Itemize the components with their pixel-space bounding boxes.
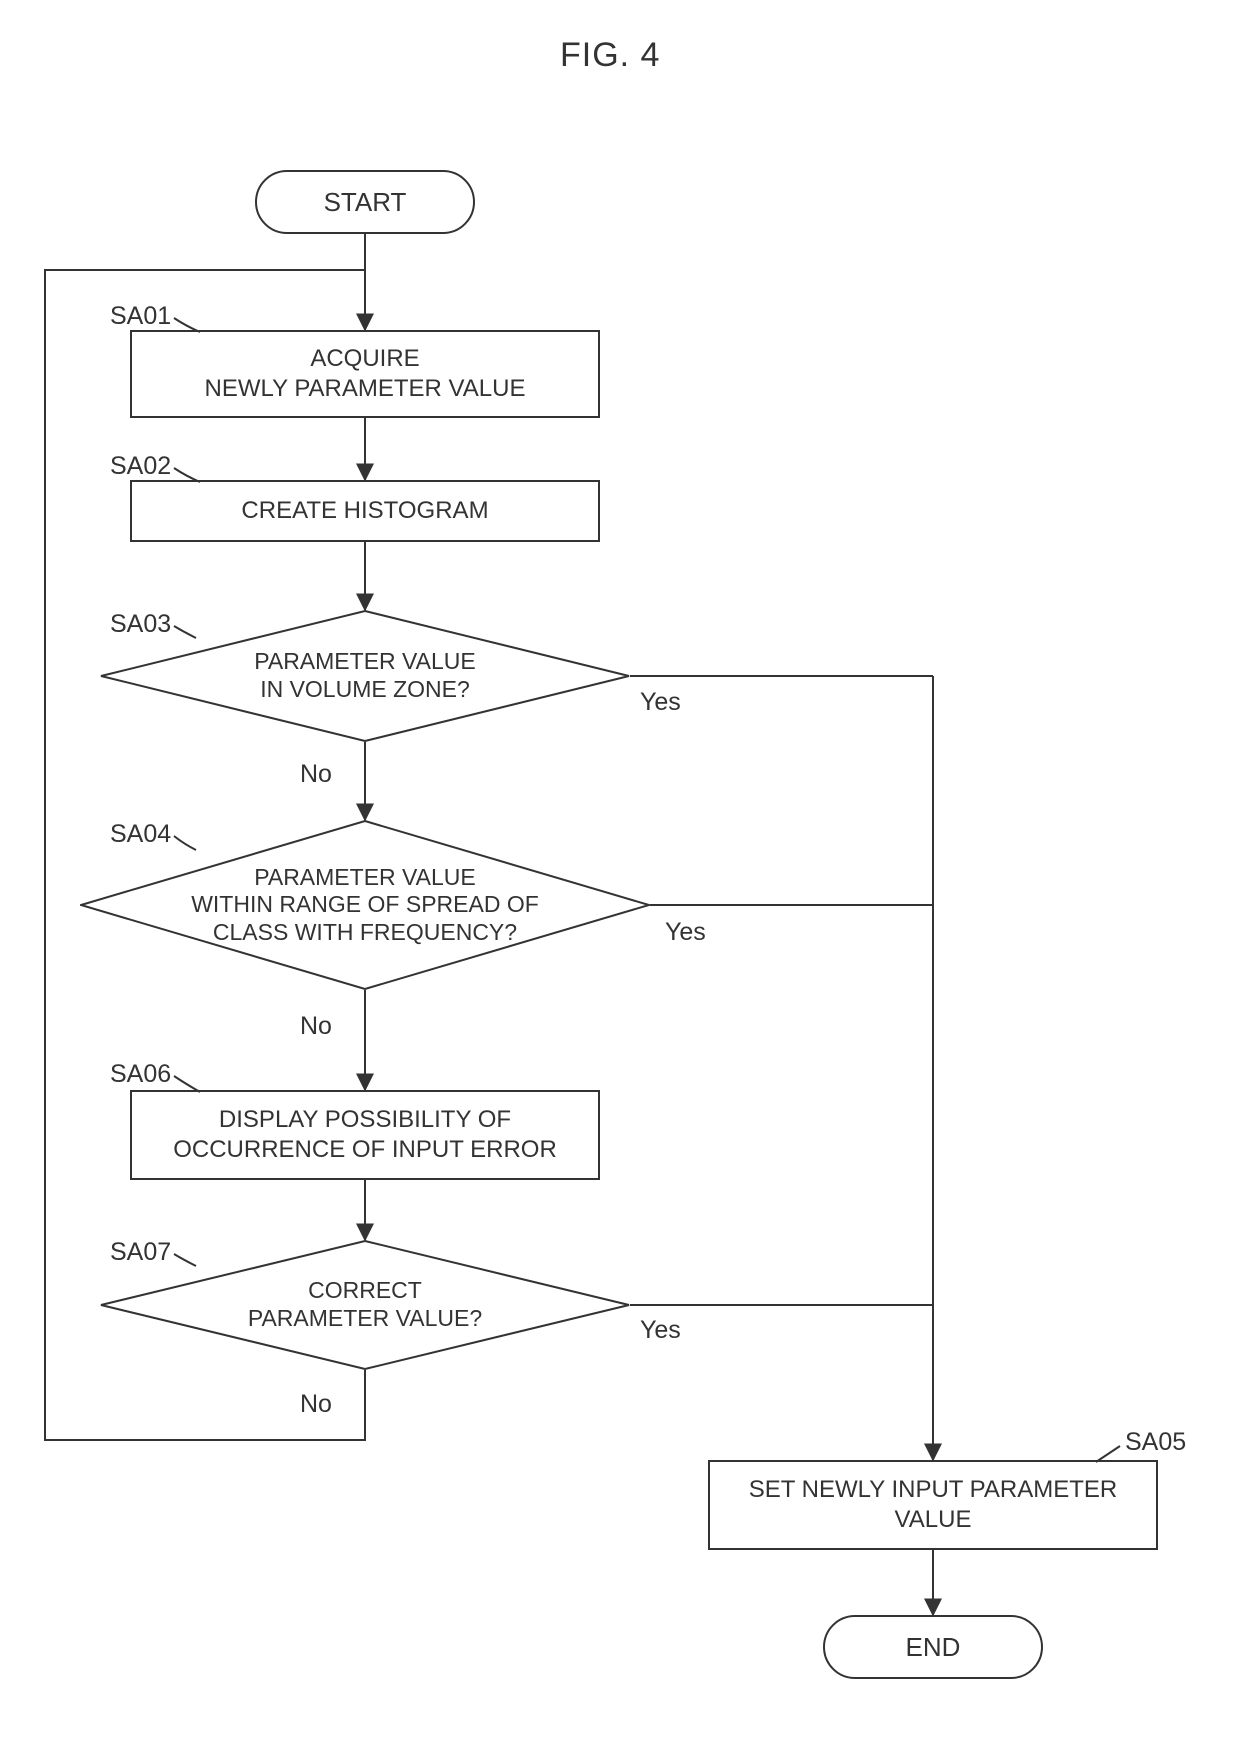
flow-connectors [0, 0, 1240, 1739]
